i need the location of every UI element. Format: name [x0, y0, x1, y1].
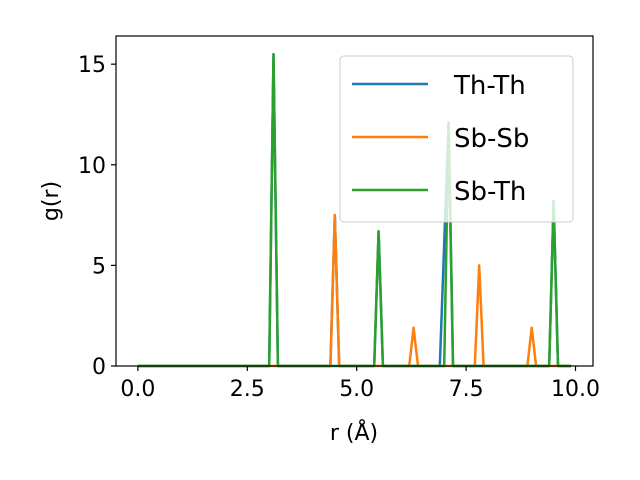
y-axis-label: g(r) [39, 181, 64, 221]
y-tick-label: 10 [78, 154, 106, 179]
y-tick-label: 5 [92, 254, 106, 279]
x-tick-label: 10.0 [551, 377, 600, 402]
x-axis-ticks: 0.0 2.5 5.0 7.5 10.0 [120, 366, 600, 402]
legend-label-th-th: Th-Th [453, 71, 526, 101]
x-tick-label: 2.5 [230, 377, 265, 402]
legend-label-sb-sb: Sb-Sb [454, 124, 529, 154]
x-tick-label: 5.0 [339, 377, 374, 402]
legend: Th-Th Sb-Sb Sb-Th [339, 55, 574, 223]
x-axis-label: r (Å) [330, 419, 378, 446]
plot-frame [115, 35, 594, 367]
x-tick-label: 0.0 [120, 377, 155, 402]
y-axis-ticks: 0 5 10 15 [78, 53, 116, 380]
x-tick-label: 7.5 [449, 377, 484, 402]
y-tick-label: 15 [78, 53, 106, 78]
legend-box [339, 55, 574, 223]
legend-label-sb-th: Sb-Th [454, 177, 526, 207]
y-tick-label: 0 [92, 355, 106, 380]
series-line-sb-sb [137, 213, 572, 368]
